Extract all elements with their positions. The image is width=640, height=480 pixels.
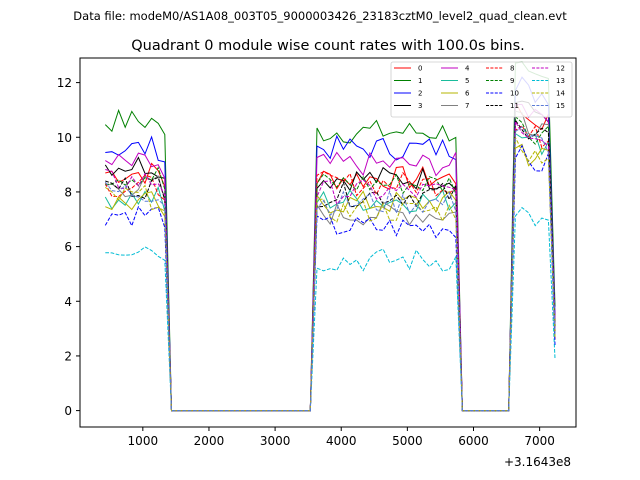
series-line-0 xyxy=(105,100,556,412)
plot-frame xyxy=(79,57,577,428)
legend-label-7: 7 xyxy=(465,102,469,110)
x-tick-label: 7000 xyxy=(524,434,555,448)
y-tick-label: 12 xyxy=(57,76,72,90)
chart-title: Quadrant 0 module wise count rates with … xyxy=(131,38,525,54)
legend-label-10: 10 xyxy=(510,90,519,98)
series-line-15 xyxy=(104,126,556,412)
y-tick-label: 4 xyxy=(64,295,72,309)
legend-label-14: 14 xyxy=(556,90,565,98)
x-tick-label: 2000 xyxy=(194,434,225,448)
legend-label-9: 9 xyxy=(510,77,514,85)
legend-box xyxy=(390,61,573,118)
x-tick-label: 1000 xyxy=(128,434,159,448)
x-offset-label: +3.1643e8 xyxy=(504,455,571,469)
legend-label-2: 2 xyxy=(418,90,422,98)
series-line-13 xyxy=(105,206,556,412)
y-tick-label: 2 xyxy=(64,349,72,363)
series-line-14 xyxy=(105,137,556,412)
legend-label-15: 15 xyxy=(556,102,565,110)
x-tick-label: 3000 xyxy=(260,434,291,448)
legend-label-13: 13 xyxy=(556,77,565,85)
series-line-10 xyxy=(104,144,556,412)
x-tick-label: 4000 xyxy=(326,434,357,448)
legend-label-4: 4 xyxy=(465,65,470,73)
series-layer xyxy=(104,61,556,412)
x-tick-label: 5000 xyxy=(392,434,423,448)
series-line-3 xyxy=(104,100,556,412)
series-line-9 xyxy=(105,115,556,412)
y-tick-label: 10 xyxy=(57,131,72,145)
legend-label-8: 8 xyxy=(510,65,514,73)
series-line-7 xyxy=(105,110,556,412)
legend-label-1: 1 xyxy=(418,77,422,85)
legend-label-6: 6 xyxy=(465,90,470,98)
y-tick-label: 6 xyxy=(64,240,72,254)
legend-label-5: 5 xyxy=(465,77,469,85)
legend-label-12: 12 xyxy=(556,65,565,73)
series-line-2 xyxy=(105,76,556,412)
series-line-12 xyxy=(105,119,556,412)
series-line-6 xyxy=(105,143,556,412)
series-line-4 xyxy=(105,103,556,412)
legend-label-0: 0 xyxy=(418,65,422,73)
legend-label-11: 11 xyxy=(510,102,519,110)
legend-label-3: 3 xyxy=(418,102,422,110)
y-tick-label: 8 xyxy=(64,185,72,199)
y-tick-label: 0 xyxy=(64,404,72,418)
x-tick-label: 6000 xyxy=(458,434,489,448)
figure-suptitle: Data file: modeM0/AS1A08_003T05_90000034… xyxy=(73,9,567,23)
